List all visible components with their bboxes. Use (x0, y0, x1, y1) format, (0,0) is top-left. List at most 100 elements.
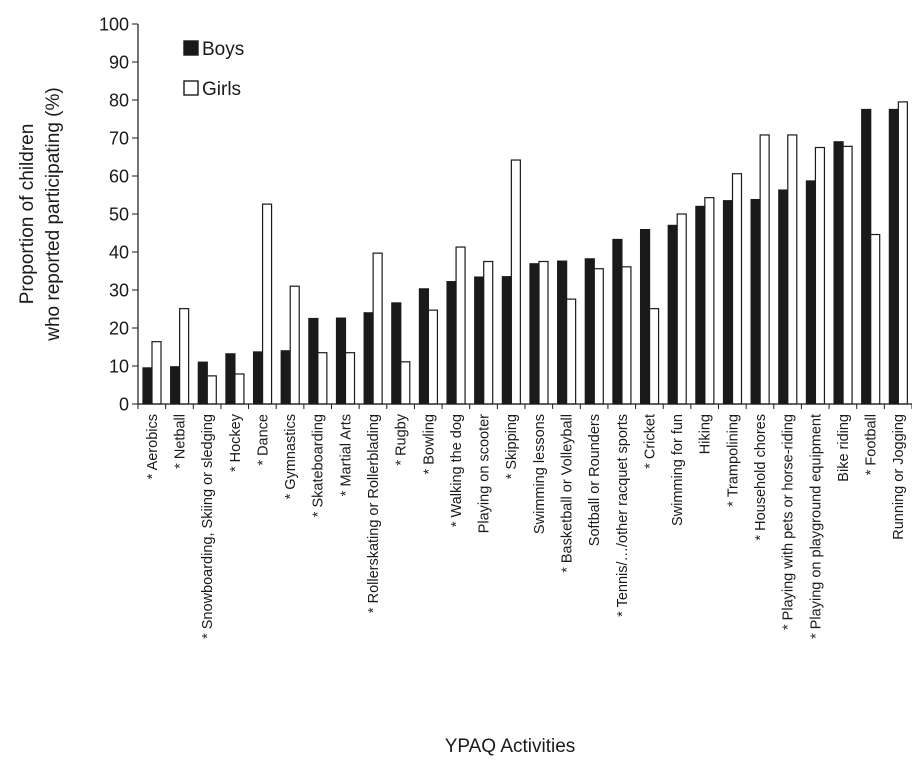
girls-bar (289, 285, 300, 405)
y-tick-label: 90 (109, 53, 129, 73)
x-category-label: * Household chores (753, 414, 769, 541)
x-axis-tick-labels: * Aerobics * Netball * Snowboarding, Skiin… (145, 413, 907, 639)
x-category-label: * Netball (173, 414, 189, 469)
boys-bar (418, 288, 430, 405)
boys-bar (722, 200, 734, 405)
x-category-label: * Skateboarding (311, 414, 327, 517)
boys-bar (667, 224, 678, 405)
y-tick-label: 20 (109, 319, 129, 339)
x-category-label: * Bowling (421, 414, 437, 474)
x-category-label: * Hockey (228, 413, 244, 472)
legend-label: Girls (202, 79, 241, 100)
x-category-label: * Rugby (394, 413, 410, 465)
girls-bar (731, 173, 743, 405)
boys-bar (805, 180, 817, 405)
x-axis-title: YPAQ Activities (445, 736, 576, 757)
x-category-label: * Dance (255, 414, 271, 466)
girls-bar (483, 260, 494, 405)
legend-label: Boys (202, 39, 244, 60)
y-tick-label: 70 (109, 129, 129, 149)
x-category-label: * Football (864, 414, 880, 475)
girls-bar (206, 375, 217, 405)
y-axis-title: Proportion of children who reported part… (17, 87, 64, 341)
girls-bar (261, 203, 273, 405)
y-axis-title-line-2: who reported participating (%) (43, 87, 64, 341)
girls-bar (704, 197, 715, 405)
y-axis-title-line-1: Proportion of children (17, 124, 38, 305)
boys-bar (639, 228, 651, 405)
axes (137, 24, 912, 409)
girls-bar (621, 266, 632, 405)
boys-bar (308, 317, 319, 405)
x-category-label: Playing on scooter (477, 414, 493, 533)
x-category-label: Swimming lessons (532, 414, 548, 534)
x-category-label: Softball or Rounders (587, 414, 603, 546)
girls-bar (400, 361, 411, 405)
x-category-label: Running or Jogging (891, 414, 907, 540)
y-axis-ticks: 0 10 20 30 40 50 60 70 80 90 100 (99, 15, 138, 415)
x-category-label: * Walking the dog (449, 414, 465, 527)
boys-bar (695, 205, 706, 405)
legend-swatch (183, 40, 199, 56)
girls-bar (317, 352, 328, 405)
y-tick-label: 80 (109, 91, 129, 111)
x-category-label: Swimming for fun (670, 414, 686, 526)
boys-bar (474, 276, 485, 405)
boys-bar (750, 198, 761, 405)
x-category-label: * Rollerskating or Rollerblading (366, 414, 382, 613)
y-tick-label: 10 (109, 357, 129, 377)
boys-bar (225, 353, 236, 405)
girls-bar (427, 309, 439, 405)
girls-bar (593, 268, 604, 405)
girls-bar (676, 213, 687, 405)
legend-swatch (183, 80, 199, 96)
girls-bar (179, 308, 190, 405)
boys-bar (363, 312, 374, 405)
y-tick-label: 60 (109, 167, 129, 187)
boys-bar (197, 361, 208, 405)
boys-bar (501, 276, 512, 405)
girls-bar (648, 308, 660, 405)
girls-bar (455, 246, 466, 405)
boys-bar (335, 317, 347, 405)
girls-bar (566, 298, 577, 405)
x-category-label: Hiking (698, 414, 714, 454)
y-tick-label: 40 (109, 243, 129, 263)
boys-bar (861, 108, 872, 405)
x-category-label: * Aerobics (145, 414, 161, 479)
boys-bar (529, 263, 540, 405)
bars (142, 101, 908, 405)
x-category-label: * Tennis/…/other racquet sports (615, 414, 631, 617)
x-category-label: * Cricket (642, 414, 658, 469)
girls-bar (344, 352, 356, 405)
girls-bar (814, 146, 826, 405)
girls-bar (234, 373, 245, 405)
x-category-label: * Snowboarding, Skiing or sledging (200, 414, 216, 639)
x-category-label: * Playing on playground equipment (808, 414, 824, 639)
girls-bar (842, 145, 853, 405)
girls-bar (538, 260, 549, 405)
boys-bar (584, 258, 595, 405)
boys-bar (142, 367, 153, 405)
legend: Boys Girls (183, 39, 244, 100)
y-tick-label: 30 (109, 281, 129, 301)
y-tick-label: 100 (99, 15, 129, 35)
x-category-label: * Skipping (504, 414, 520, 479)
girls-bar (372, 252, 383, 405)
girls-bar (759, 134, 770, 405)
x-category-label: * Trampolining (725, 414, 741, 507)
boys-bar (391, 302, 402, 405)
x-category-label: * Gymnastics (283, 414, 299, 499)
x-category-label: Bike riding (836, 414, 852, 482)
boys-bar (888, 108, 899, 405)
girls-bar (787, 134, 798, 405)
boys-bar (778, 189, 789, 405)
boys-bar (446, 281, 457, 405)
boys-bar (170, 366, 181, 405)
y-tick-label: 50 (109, 205, 129, 225)
girls-bar (870, 233, 881, 405)
x-category-label: * Basketball or Volleyball (560, 414, 576, 573)
x-category-label: * Playing with pets or horse-riding (781, 414, 797, 630)
girls-bar (510, 159, 521, 405)
